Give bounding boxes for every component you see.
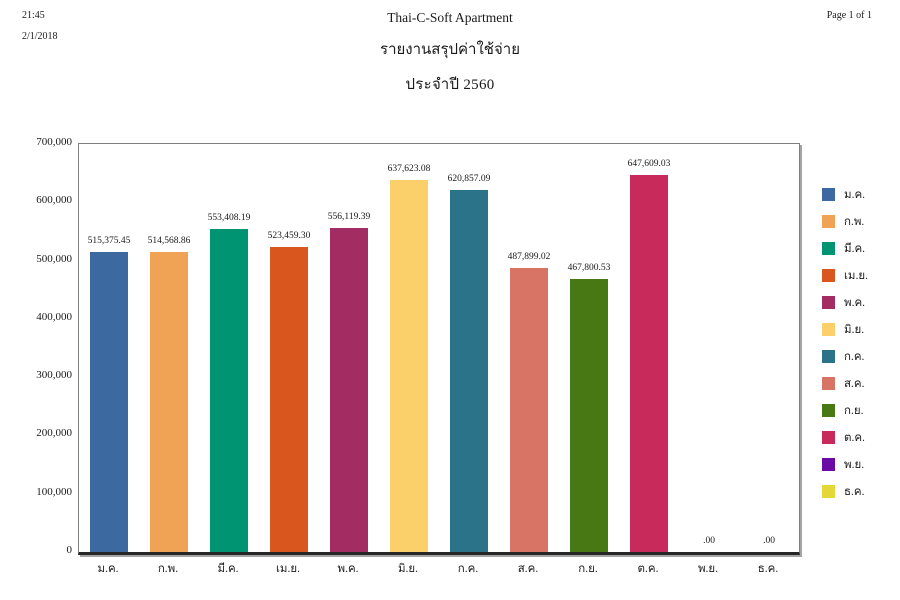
- y-tick-label: 500,000: [36, 252, 72, 265]
- y-tick-label: 0: [66, 544, 73, 556]
- y-tick-label: 700,000: [36, 136, 72, 148]
- bar-value-label: .00: [703, 536, 715, 546]
- legend-label: ส.ค.: [844, 377, 865, 390]
- report-header-center: Thai-C-Soft Apartment รายงานสรุปค่าใช้จ่…: [0, 10, 900, 96]
- bar-value-label: 467,800.53: [567, 263, 611, 274]
- legend-swatch-icon: [822, 323, 835, 336]
- legend-label: พ.ค.: [844, 296, 866, 309]
- x-axis-label: มี.ค.: [217, 563, 239, 575]
- print-time: 21:45: [22, 10, 45, 21]
- bar-พ.ค.: [330, 227, 368, 552]
- x-axis-label: พ.ย.: [697, 563, 719, 575]
- y-tick-label: 400,000: [36, 310, 72, 323]
- bar-มี.ค.: [210, 229, 248, 552]
- legend-item: ม.ค.: [822, 188, 868, 201]
- page-number: Page 1 of 1: [826, 10, 872, 21]
- bar-chart-plot-area: 515,375.45 514,568.86 553,408.19 523,459.30…: [78, 143, 800, 555]
- x-axis-label: ก.ค.: [457, 563, 479, 575]
- x-axis-label: ธ.ค.: [757, 563, 779, 575]
- bar-ก.ค.: [450, 190, 488, 552]
- bar-value-label: 637,623.08: [387, 164, 431, 175]
- legend-swatch-icon: [822, 188, 835, 201]
- report-year-line: ประจำปี 2560: [405, 77, 495, 93]
- legend-label: มี.ค.: [844, 242, 866, 255]
- print-date: 2/1/2018: [22, 31, 58, 42]
- bar-value-label: 553,408.19: [207, 213, 251, 224]
- bar-ม.ค.: [90, 251, 128, 552]
- bar-value-label: .00: [763, 536, 775, 546]
- legend-label: ม.ค.: [844, 188, 866, 201]
- legend-swatch-icon: [822, 215, 835, 228]
- legend-item: มิ.ย.: [822, 323, 868, 336]
- legend-swatch-icon: [822, 404, 835, 417]
- report-header-left: 21:45 2/1/2018: [22, 10, 58, 52]
- bar-value-label: 647,609.03: [627, 158, 671, 169]
- legend-item: พ.ค.: [822, 296, 868, 309]
- bar-ก.พ.: [150, 252, 188, 552]
- legend-label: ก.ย.: [844, 404, 864, 417]
- bar-value-label: 487,899.02: [507, 251, 551, 262]
- bar-value-label: 556,119.39: [327, 211, 371, 222]
- legend-label: ก.พ.: [844, 215, 865, 228]
- legend-swatch-icon: [822, 350, 835, 363]
- x-axis-label: ต.ค.: [637, 563, 659, 575]
- legend-item: พ.ย.: [822, 458, 868, 471]
- x-axis-label: ก.พ.: [157, 563, 179, 575]
- bar-ก.ย.: [570, 279, 608, 552]
- legend-label: พ.ย.: [844, 458, 865, 471]
- legend-swatch-icon: [822, 296, 835, 309]
- legend-label: เม.ย.: [844, 269, 868, 282]
- bar-ต.ค.: [630, 174, 668, 552]
- x-axis-label: ส.ค.: [517, 563, 539, 575]
- bar-value-label: 523,459.30: [267, 230, 311, 241]
- legend-swatch-icon: [822, 269, 835, 282]
- legend-item: ก.พ.: [822, 215, 868, 228]
- bar-value-label: 515,375.45: [87, 235, 131, 246]
- y-tick-label: 200,000: [36, 427, 72, 440]
- x-axis-label: พ.ค.: [337, 563, 359, 575]
- legend-item: ก.ค.: [822, 350, 868, 363]
- bar-ส.ค.: [510, 267, 548, 552]
- x-axis-labels: ม.ค. ก.พ. มี.ค. เม.ย. พ.ค. มิ.ย. ก.ค. ส.ค. ก.ย. ต…: [78, 560, 798, 580]
- legend-item: มี.ค.: [822, 242, 868, 255]
- x-axis-label: ม.ค.: [97, 563, 119, 575]
- legend-swatch-icon: [822, 377, 835, 390]
- legend-label: ธ.ค.: [844, 485, 865, 498]
- legend-swatch-icon: [822, 431, 835, 444]
- x-axis-label: ก.ย.: [578, 563, 598, 575]
- y-axis-tick-labels: 0 100,000 200,000 300,000 400,000 500,000 600,…: [0, 136, 72, 556]
- legend-item: ต.ค.: [822, 431, 868, 444]
- report-title: Thai-C-Soft Apartment: [387, 10, 513, 25]
- bar-เม.ย.: [270, 246, 308, 552]
- legend-swatch-icon: [822, 458, 835, 471]
- legend-item: ส.ค.: [822, 377, 868, 390]
- legend-item: เม.ย.: [822, 269, 868, 282]
- y-tick-label: 100,000: [36, 485, 72, 498]
- legend-swatch-icon: [822, 485, 835, 498]
- x-axis-label: เม.ย.: [276, 563, 300, 575]
- chart-legend: ม.ค. ก.พ. มี.ค. เม.ย. พ.ค. มิ.ย. ก.ค. ส.ค. ก.ย. ต…: [822, 188, 868, 512]
- legend-label: มิ.ย.: [844, 323, 865, 336]
- legend-swatch-icon: [822, 242, 835, 255]
- bar-value-label: 620,857.09: [447, 174, 491, 185]
- legend-label: ก.ค.: [844, 350, 865, 363]
- legend-label: ต.ค.: [844, 431, 865, 444]
- legend-item: ธ.ค.: [822, 485, 868, 498]
- bar-value-label: 514,568.86: [147, 236, 191, 247]
- y-tick-label: 600,000: [36, 194, 72, 207]
- y-tick-label: 300,000: [36, 369, 72, 382]
- legend-item: ก.ย.: [822, 404, 868, 417]
- report-subtitle: รายงานสรุปค่าใช้จ่าย: [380, 42, 520, 58]
- x-axis-label: มิ.ย.: [397, 563, 419, 575]
- bar-มิ.ย.: [390, 180, 428, 552]
